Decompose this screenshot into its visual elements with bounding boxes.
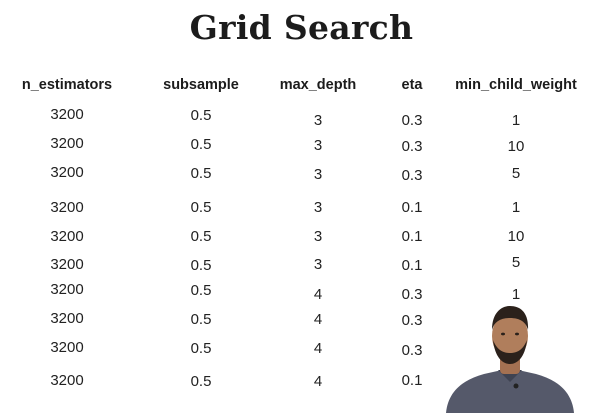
cell-max-depth: 3 <box>313 199 323 216</box>
cell-subsample: 0.5 <box>190 199 212 216</box>
cell-max-depth: 3 <box>313 137 323 154</box>
cell-subsample: 0.5 <box>190 165 212 182</box>
cell-n-estimators: 3200 <box>50 199 84 216</box>
cell-max-depth: 3 <box>313 256 323 273</box>
cell-n-estimators: 3200 <box>50 228 84 245</box>
slide-title: Grid Search <box>189 8 414 47</box>
cell-max-depth: 4 <box>313 286 323 303</box>
cell-min-child-weight: 1 <box>511 199 521 216</box>
cell-subsample: 0.5 <box>190 282 212 299</box>
cell-n-estimators: 3200 <box>50 281 84 298</box>
cell-n-estimators: 3200 <box>50 310 84 327</box>
cell-n-estimators: 3200 <box>50 135 84 152</box>
cell-min-child-weight: 1 <box>511 112 521 129</box>
cell-min-child-weight: 1 <box>511 286 521 303</box>
cell-subsample: 0.5 <box>190 136 212 153</box>
cell-subsample: 0.5 <box>190 228 212 245</box>
cell-subsample: 0.5 <box>190 311 212 328</box>
cell-eta: 0.3 <box>401 112 423 129</box>
cell-min-child-weight: 5 <box>511 165 521 182</box>
cell-max-depth: 3 <box>313 112 323 129</box>
cell-eta: 0.3 <box>401 342 423 359</box>
cell-eta: 0.3 <box>401 312 423 329</box>
cell-min-child-weight: 10 <box>507 228 525 245</box>
cell-subsample: 0.5 <box>190 107 212 124</box>
cell-max-depth: 4 <box>313 340 323 357</box>
cell-min-child-weight: 5 <box>511 254 521 271</box>
cell-subsample: 0.5 <box>190 257 212 274</box>
cell-n-estimators: 3200 <box>50 256 84 273</box>
cell-eta: 0.1 <box>401 199 423 216</box>
cell-min-child-weight: 10 <box>507 138 525 155</box>
cell-max-depth: 4 <box>313 311 323 328</box>
col-header-n-estimators: n_estimators <box>21 77 113 93</box>
col-header-subsample: subsample <box>163 77 239 93</box>
col-header-min-child-weight: min_child_weight <box>455 77 577 93</box>
col-header-eta: eta <box>401 77 423 93</box>
cell-eta: 0.1 <box>401 257 423 274</box>
cell-max-depth: 4 <box>313 373 323 390</box>
cell-eta: 0.3 <box>401 167 423 184</box>
col-header-max-depth: max_depth <box>279 77 357 93</box>
cell-n-estimators: 3200 <box>50 372 84 389</box>
cell-max-depth: 3 <box>313 228 323 245</box>
cell-eta: 0.3 <box>401 286 423 303</box>
cell-eta: 0.1 <box>401 228 423 245</box>
cell-max-depth: 3 <box>313 166 323 183</box>
cell-subsample: 0.5 <box>190 340 212 357</box>
cell-eta: 0.3 <box>401 138 423 155</box>
presenter-video <box>440 300 580 413</box>
cell-n-estimators: 3200 <box>50 339 84 356</box>
cell-n-estimators: 3200 <box>50 164 84 181</box>
presenter-person-icon <box>446 306 574 413</box>
cell-eta: 0.1 <box>401 372 423 389</box>
cell-subsample: 0.5 <box>190 373 212 390</box>
cell-n-estimators: 3200 <box>50 106 84 123</box>
